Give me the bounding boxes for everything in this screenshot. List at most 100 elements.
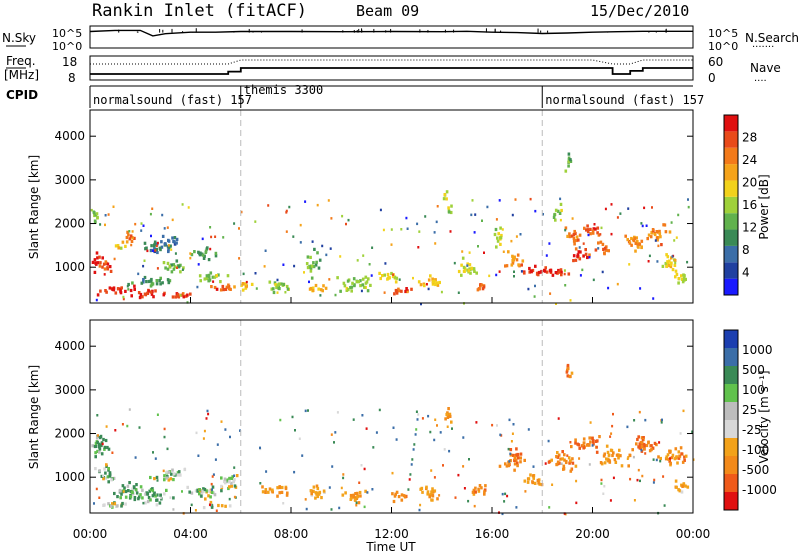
power-cell: [142, 224, 145, 227]
velocity-cell: [570, 371, 574, 375]
velocity-cell: [224, 504, 227, 508]
velocity-cell: [468, 458, 470, 461]
velocity-cell: [128, 481, 131, 485]
velocity-cell: [519, 460, 522, 464]
velocity-cell: [660, 421, 663, 424]
velocity-cell: [223, 477, 227, 481]
power-cell: [686, 260, 689, 264]
power-cell: [166, 278, 170, 282]
power-cell: [222, 236, 225, 239]
velocity-colorbar-tick-label: -500: [742, 463, 769, 477]
velocity-colorbar-label: Velocity [m s⁻¹]: [757, 370, 771, 463]
velocity-cell: [195, 431, 198, 435]
velocity-cell: [547, 439, 550, 443]
power-cell: [311, 286, 315, 290]
velocity-cell: [474, 486, 477, 490]
velocity-cell: [648, 449, 652, 453]
power-cell: [175, 237, 179, 241]
velocity-cell: [637, 435, 640, 439]
velocity-cell: [636, 478, 639, 482]
velocity-cell: [506, 494, 509, 498]
power-cell: [306, 266, 310, 270]
power-cell: [659, 235, 662, 239]
power-colorbar-swatch: [724, 196, 738, 214]
power-colorbar-tick-label: 16: [742, 198, 757, 212]
power-cell: [412, 276, 414, 280]
power-cell: [462, 265, 466, 269]
velocity-cell: [574, 464, 578, 468]
power-cell: [274, 283, 277, 287]
power-cell: [155, 248, 158, 252]
velocity-cell: [355, 504, 358, 507]
velocity-cell: [477, 489, 481, 493]
velocity-cell: [110, 478, 113, 482]
velocity-panel-frame: [89, 319, 694, 514]
power-cell: [666, 260, 669, 264]
power-cell: [513, 275, 515, 278]
velocity-cell: [550, 458, 553, 462]
power-cell: [556, 271, 559, 275]
power-cell: [572, 239, 576, 243]
power-cell: [450, 204, 453, 208]
power-cell: [159, 276, 162, 280]
velocity-cell: [108, 474, 112, 478]
velocity-cell: [133, 496, 137, 500]
velocity-cell: [588, 443, 591, 447]
power-cell: [155, 282, 159, 286]
power-cell: [293, 264, 296, 268]
velocity-cell: [568, 374, 572, 379]
velocity-cell: [429, 430, 432, 434]
power-cell: [119, 291, 123, 295]
power-colorbar-swatch: [724, 147, 738, 165]
velocity-cell: [153, 477, 156, 481]
velocity-cell: [669, 461, 672, 465]
velocity-cell: [436, 424, 438, 427]
power-cell: [346, 279, 350, 283]
velocity-cell: [682, 409, 685, 413]
velocity-colorbar-swatch: [724, 384, 738, 402]
velocity-cell: [637, 445, 640, 449]
power-cell: [630, 236, 633, 241]
power-cell: [138, 296, 142, 300]
velocity-cell: [509, 459, 512, 463]
power-cell: [582, 254, 585, 258]
power-cell: [319, 294, 322, 297]
power-cell: [96, 261, 99, 265]
power-cell: [345, 222, 347, 226]
velocity-cell: [588, 436, 591, 440]
noise-left-tick-top: 10^5: [52, 27, 82, 40]
velocity-cell: [614, 460, 618, 464]
power-cell: [245, 284, 248, 288]
velocity-cell: [206, 409, 209, 413]
velocity-cell: [264, 488, 268, 492]
velocity-cell: [626, 425, 629, 429]
power-cell: [149, 290, 153, 294]
power-cell: [321, 244, 324, 248]
power-cell: [554, 208, 558, 212]
velocity-cell: [314, 496, 317, 500]
velocity-cell: [220, 489, 223, 493]
velocity-cell: [212, 491, 216, 495]
velocity-cell: [170, 472, 173, 476]
power-colorbar-swatch: [724, 245, 738, 263]
velocity-cell: [509, 452, 512, 456]
velocity-cell: [508, 460, 511, 463]
power-cell: [306, 255, 310, 259]
power-cell: [272, 287, 275, 291]
velocity-cell: [596, 439, 599, 443]
power-cell: [101, 256, 104, 260]
velocity-cell: [565, 459, 568, 464]
power-cell: [112, 286, 116, 290]
power-cell: [418, 230, 421, 233]
velocity-cell: [400, 493, 404, 497]
velocity-cell: [410, 463, 413, 466]
velocity-cell: [678, 489, 682, 493]
velocity-cell: [566, 368, 569, 372]
power-cell: [99, 289, 102, 293]
noise-right-tick-top: 10^5: [708, 27, 738, 40]
power-cell: [339, 255, 342, 258]
velocity-cell: [674, 447, 678, 451]
power-cell: [142, 264, 145, 268]
velocity-cell: [130, 490, 134, 494]
